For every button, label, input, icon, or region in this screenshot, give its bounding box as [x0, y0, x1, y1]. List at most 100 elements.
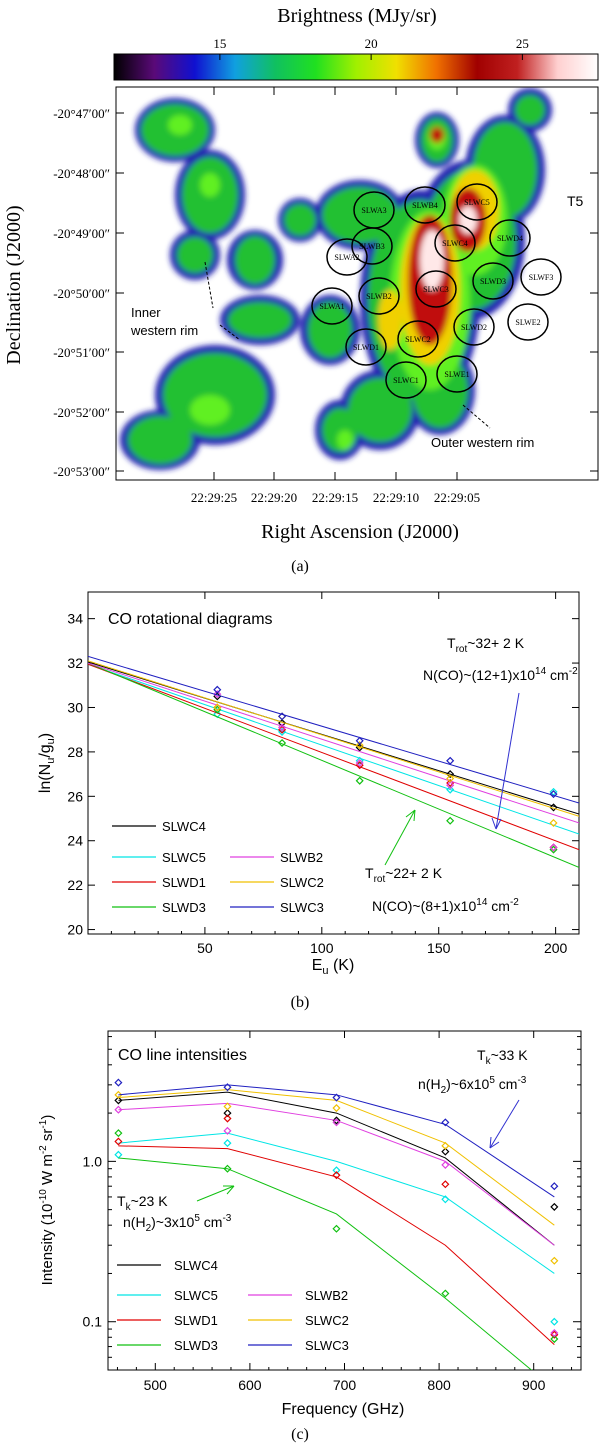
detector-circle — [520, 258, 562, 296]
detector-circle — [434, 224, 476, 262]
plot-c-upper-temperature: Tk~33 K — [477, 1047, 528, 1067]
plot-c-model-line — [118, 1157, 533, 1370]
plot-b-upper-temperature: Trot~32+ 2 K — [447, 635, 525, 655]
map-x-tick-label: 22:29:25 — [191, 490, 237, 505]
plot-b-frame — [87, 591, 580, 935]
map-x-tick-label: 22:29:05 — [434, 490, 480, 505]
plot-c-point — [114, 1090, 123, 1099]
plot-c-point — [550, 1328, 559, 1338]
panel-b-label: (b) — [291, 994, 310, 1011]
plot-c-point — [441, 1195, 450, 1204]
plot-b-point — [446, 770, 455, 779]
plot-b-y-tick-label: 34 — [67, 611, 83, 627]
detector-circle — [489, 219, 531, 257]
plot-b-fit-line — [88, 663, 579, 851]
plot-c-point — [114, 1096, 123, 1105]
detector-circle — [404, 186, 446, 224]
plot-c-legend: SLWC4 SLWC5 SLWD1 SLWD3 SLWB2 SLWC2 SLWC3 — [117, 1258, 349, 1353]
plot-b-fit-line — [88, 662, 579, 824]
detector-circle — [397, 320, 439, 358]
plot-c-lower-temperature: Tk~23 K — [117, 1193, 168, 1213]
plot-c-model-line — [118, 1102, 555, 1246]
plot-c-point — [332, 1166, 341, 1175]
detector-circle — [436, 355, 478, 393]
plot-c-legend-label: SLWC5 — [174, 1288, 218, 1303]
plot-c-point — [114, 1137, 123, 1146]
plot-b-lower-column-density: N(CO)~(8+1)x1014 cm-2 — [372, 897, 519, 914]
detector-circle — [326, 238, 368, 276]
detector-label: SLWA3 — [361, 206, 386, 215]
plot-b-data — [88, 655, 579, 868]
plot-c-x-tick-label: 800 — [427, 1377, 451, 1393]
plot-b-point — [355, 756, 364, 765]
map-y-tick-label: -20°48′00″ — [53, 166, 110, 181]
plot-c-x-tick-label: 700 — [333, 1377, 357, 1393]
plot-c-point — [332, 1116, 341, 1125]
plot-b-point — [355, 776, 364, 785]
plot-c-point — [114, 1129, 123, 1138]
map-y-tick-label: -20°51′00″ — [53, 345, 110, 360]
colorbar-tick-label: 20 — [365, 36, 378, 51]
plot-b-legend-label: SLWC4 — [162, 819, 206, 834]
map-y-tick-label: -20°53′00″ — [53, 464, 110, 479]
plot-b-y-axis-label: ln(Nu/gu) — [37, 733, 57, 793]
detector-circle — [507, 303, 549, 341]
detector-label: SLWB2 — [366, 292, 392, 301]
plot-b-upper-arrow — [495, 692, 520, 830]
plot-c-point — [223, 1109, 232, 1118]
plot-b-legend-label: SLWB2 — [280, 850, 323, 865]
plot-c-point — [550, 1256, 559, 1265]
detector-label: SLWC5 — [464, 198, 490, 207]
map-x-tick-label: 22:29:10 — [373, 490, 419, 505]
plot-b-point — [355, 736, 364, 745]
detector-label: SLWD2 — [461, 323, 487, 332]
plot-c-point — [441, 1147, 450, 1156]
plot-c-legend-label: SLWC3 — [305, 1338, 349, 1353]
plot-b-fit-line — [88, 661, 579, 815]
panel-c-label: (c) — [291, 1426, 309, 1443]
plot-b-y-tick-label: 32 — [67, 655, 83, 671]
detector-label: SLWD1 — [353, 343, 379, 352]
plot-c-legend-label: SLWC2 — [305, 1313, 349, 1328]
plot-b-fit-line — [88, 660, 579, 817]
plot-b-point — [355, 758, 364, 768]
plot-c-point — [550, 1202, 559, 1211]
emission-blobs — [120, 88, 552, 470]
plot-c-point — [441, 1160, 450, 1169]
panel-b: 50 100 150 200 20 22 24 26 28 30 32 34 CO rotationa… — [37, 591, 580, 1011]
plot-b-point — [355, 741, 364, 750]
plot-c-point — [114, 1150, 123, 1159]
map-x-tick-label: 22:29:15 — [312, 490, 358, 505]
plot-b-legend: SLWC4 SLWC5 SLWD1 SLWD3 SLWB2 SLWC2 SLWC3 — [112, 819, 324, 915]
plot-c-x-axis-label: Frequency (GHz) — [282, 1401, 405, 1418]
plot-c-point — [550, 1334, 559, 1344]
plot-b-lower-arrowhead — [405, 809, 416, 822]
detector-label: SLWC4 — [442, 239, 468, 248]
plot-b-x-axis-label: Eu (K) — [312, 957, 355, 977]
inner-rim-label-2: western rim — [130, 323, 198, 338]
detector-label: SLWD4 — [497, 234, 523, 243]
detector-label: SLWB4 — [412, 201, 438, 210]
plot-c-point — [223, 1114, 232, 1123]
outer-rim-label: Outer western rim — [431, 435, 534, 450]
plot-c-model-line — [118, 1091, 555, 1246]
plot-b-point — [278, 738, 287, 748]
map-y-axis-label: Declination (J2000) — [3, 205, 25, 364]
colorbar-tick-label: 15 — [213, 36, 226, 51]
plot-b-x-tick-label: 50 — [197, 940, 213, 956]
plot-b-point — [213, 703, 222, 712]
plot-b-upper-arrowhead — [491, 817, 502, 830]
plot-b-x-tick-label: 200 — [544, 940, 568, 956]
plot-c-point — [332, 1093, 341, 1102]
plot-c-lower-arrow — [196, 1185, 235, 1202]
plot-c-point — [441, 1118, 450, 1127]
plot-c-x-tick-label: 900 — [522, 1377, 546, 1393]
map-y-tick-label: -20°47′00″ — [53, 106, 110, 121]
detector-circle — [351, 227, 393, 265]
detector-label: SLWC2 — [405, 335, 431, 344]
detector-circle — [385, 361, 427, 399]
